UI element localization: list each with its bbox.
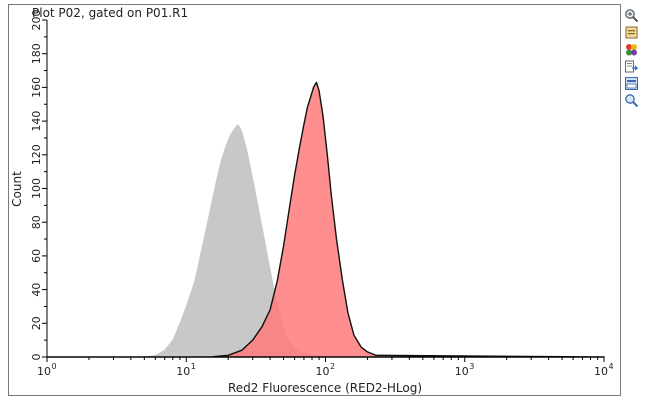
color-palette-icon[interactable] xyxy=(623,42,639,57)
series-layer xyxy=(46,81,605,358)
x-axis-label: Red2 Fluorescence (RED2-HLog) xyxy=(228,381,422,395)
y-tick-label: 180 xyxy=(30,43,43,64)
y-tick-label: 40 xyxy=(30,283,43,297)
y-tick-label: 200 xyxy=(30,10,43,31)
y-tick-label: 140 xyxy=(30,111,43,132)
plot-title: Plot P02, gated on P01.R1 xyxy=(32,6,189,20)
y-axis-label: Count xyxy=(10,171,24,207)
print-icon[interactable] xyxy=(623,76,639,91)
x-tick-exponent: 3 xyxy=(469,362,474,371)
y-tick-label: 20 xyxy=(30,316,43,330)
plot-toolbar xyxy=(623,8,641,108)
zoom-icon[interactable] xyxy=(623,8,639,23)
x-tick-label: 10 xyxy=(176,365,190,378)
x-tick-exponent: 0 xyxy=(51,362,56,371)
y-tick-label: 120 xyxy=(30,144,43,165)
x-tick-label: 10 xyxy=(37,365,51,378)
y-tick-label: 0 xyxy=(30,354,43,361)
x-tick-label: 10 xyxy=(316,365,330,378)
y-tick-label: 160 xyxy=(30,77,43,98)
x-tick-exponent: 2 xyxy=(330,362,335,371)
plot-frame xyxy=(8,4,621,396)
copy-icon[interactable] xyxy=(623,25,639,40)
y-tick-label: 60 xyxy=(30,249,43,263)
histogram-series-2 xyxy=(46,81,605,358)
search-icon[interactable] xyxy=(623,93,639,108)
y-tick-label: 80 xyxy=(30,215,43,229)
x-tick-exponent: 1 xyxy=(191,362,196,371)
x-tick-exponent: 4 xyxy=(608,362,613,371)
x-tick-label: 10 xyxy=(455,365,469,378)
y-tick-label: 100 xyxy=(30,178,43,199)
export-icon[interactable] xyxy=(623,59,639,74)
x-tick-label: 10 xyxy=(594,365,608,378)
